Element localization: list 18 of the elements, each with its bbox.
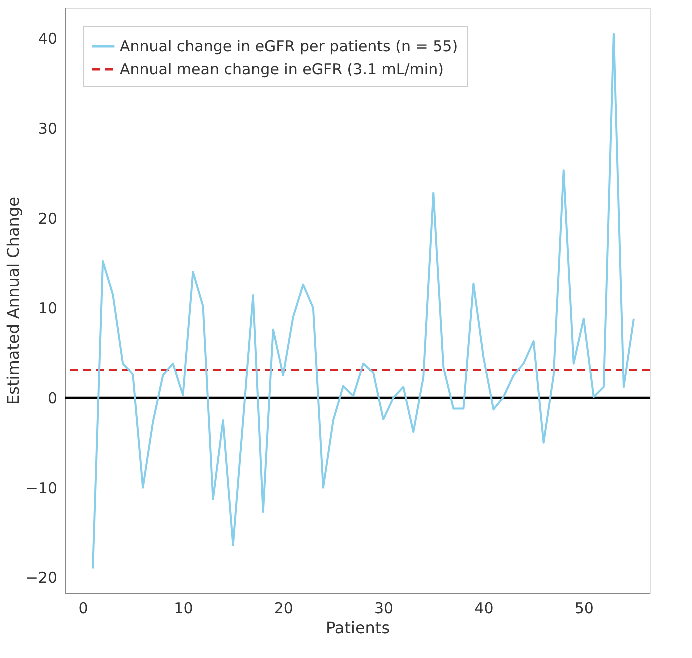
x-tick-label: 0 — [78, 600, 88, 618]
y-tick-label: 40 — [38, 30, 58, 48]
line-series — [92, 33, 635, 570]
x-tick-label: 30 — [374, 600, 394, 618]
y-tick-label: 30 — [38, 120, 58, 138]
y-tick-label: 10 — [38, 300, 58, 318]
x-axis-title: Patients — [326, 618, 390, 638]
x-tick-label: 40 — [474, 600, 494, 618]
y-tick-label: −20 — [26, 569, 58, 588]
x-tick-label: 20 — [274, 600, 294, 618]
y-tick-label: −10 — [26, 479, 58, 498]
y-tick-label: 20 — [38, 210, 58, 228]
legend-label: Annual change in eGFR per patients (n = 55) — [120, 38, 458, 56]
y-axis-title: Estimated Annual Change — [4, 197, 23, 405]
y-tick-label: 0 — [48, 390, 58, 408]
legend-label: Annual mean change in eGFR (3.1 mL/min) — [120, 60, 444, 78]
x-tick-label: 50 — [574, 600, 594, 618]
x-tick-label: 10 — [174, 600, 194, 618]
